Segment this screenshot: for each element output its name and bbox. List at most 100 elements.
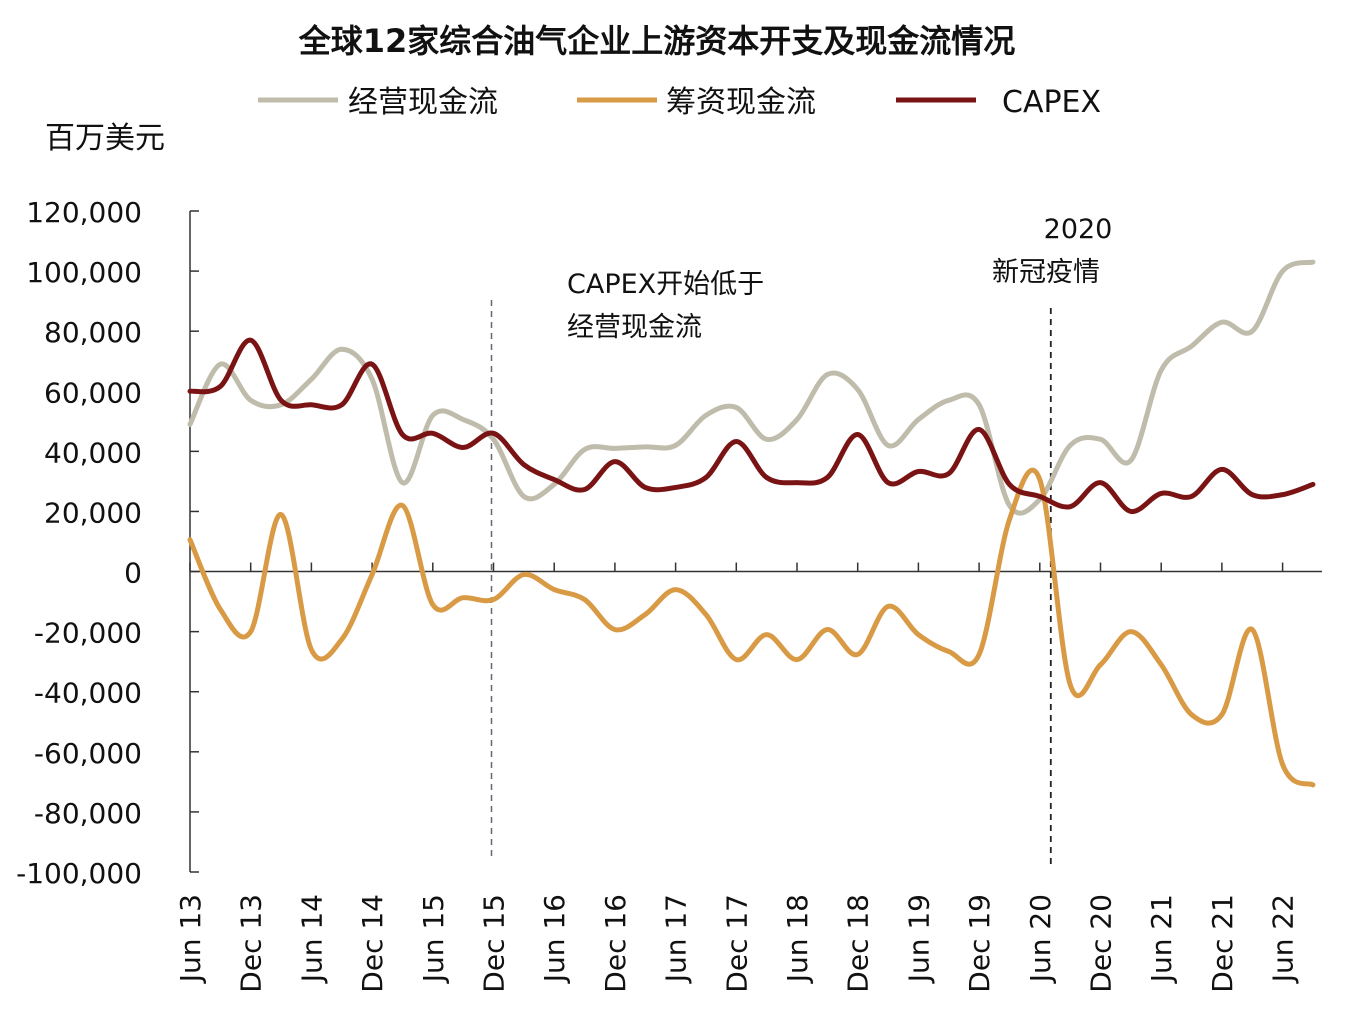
- data-point: [492, 597, 495, 601]
- x-tick-label: Jun 14: [295, 894, 328, 984]
- data-point: [825, 372, 829, 376]
- data-point: [370, 573, 374, 577]
- data-point: [674, 485, 678, 489]
- data-point: [188, 389, 192, 393]
- data-point: [1007, 503, 1011, 507]
- data-point: [218, 362, 222, 366]
- x-tick-label: Dec 18: [842, 894, 875, 993]
- data-point: [400, 481, 404, 485]
- data-point: [886, 604, 890, 608]
- data-point: [1281, 269, 1285, 273]
- data-point: [734, 439, 738, 443]
- y-tick-label: 100,000: [26, 256, 142, 289]
- data-point: [1007, 518, 1011, 522]
- data-point: [795, 658, 799, 662]
- data-point: [613, 628, 617, 632]
- data-point: [704, 613, 708, 617]
- x-tick-label: Dec 21: [1206, 894, 1239, 993]
- data-point: [1281, 762, 1285, 766]
- data-point: [188, 538, 192, 542]
- y-tick-label: -20,000: [34, 617, 142, 650]
- data-point: [492, 431, 495, 435]
- data-point: [400, 433, 404, 437]
- data-point: [552, 588, 556, 592]
- data-point: [309, 648, 313, 652]
- data-point: [1281, 493, 1285, 497]
- data-point: [492, 437, 495, 441]
- data-point: [643, 445, 647, 449]
- annotation-capex-line1: CAPEX开始低于: [567, 269, 764, 300]
- x-tick-label: Jun 22: [1267, 894, 1300, 984]
- y-tick-label: -80,000: [34, 797, 142, 830]
- legend-label: CAPEX: [1002, 85, 1101, 120]
- data-point: [947, 398, 951, 402]
- data-point: [734, 405, 738, 409]
- x-tick-label: Dec 17: [720, 894, 753, 993]
- data-point: [522, 494, 526, 498]
- data-point: [249, 398, 253, 402]
- data-point: [583, 488, 587, 492]
- data-point: [886, 481, 890, 485]
- data-point: [1038, 494, 1042, 498]
- legend-label: 筹资现金流: [666, 85, 816, 120]
- data-point: [613, 460, 617, 464]
- data-point: [309, 377, 313, 381]
- data-point: [1038, 478, 1042, 482]
- data-point: [613, 446, 617, 450]
- data-point: [977, 427, 981, 431]
- data-point: [218, 607, 222, 611]
- data-point: [522, 463, 526, 467]
- y-tick-label: 40,000: [44, 436, 142, 469]
- data-point: [279, 398, 283, 402]
- y-tick-label: 0: [124, 557, 142, 590]
- data-point: [1099, 481, 1102, 485]
- data-point: [1099, 663, 1102, 667]
- x-tick-label: Dec 13: [235, 894, 268, 993]
- data-point: [734, 658, 738, 662]
- data-point: [1220, 467, 1224, 471]
- x-tick-label: Dec 16: [599, 894, 632, 993]
- data-point: [1190, 494, 1194, 498]
- data-point: [1250, 628, 1254, 632]
- y-tick-label: -60,000: [34, 737, 142, 770]
- data-point: [431, 413, 435, 417]
- x-tick-label: Jun 15: [417, 894, 450, 984]
- data-point: [765, 476, 769, 480]
- x-tick-label: Dec 19: [963, 894, 996, 993]
- data-point: [947, 649, 951, 653]
- data-point: [795, 418, 799, 422]
- data-point: [1129, 509, 1133, 513]
- data-point: [340, 637, 344, 641]
- data-point: [947, 472, 951, 476]
- data-point: [674, 588, 678, 592]
- annotation-covid-line1: 2020: [1044, 214, 1113, 245]
- data-point: [674, 443, 678, 447]
- data-point: [1068, 443, 1072, 447]
- data-point: [583, 597, 587, 601]
- data-point: [1129, 630, 1133, 634]
- x-tick-label: Jun 13: [174, 894, 207, 984]
- annotation-capex-line2: 经营现金流: [567, 312, 702, 343]
- y-tick-label: 80,000: [44, 316, 142, 349]
- data-point: [1311, 783, 1315, 787]
- data-point: [977, 652, 981, 656]
- x-tick-label: Jun 21: [1145, 894, 1178, 984]
- legend: 经营现金流 筹资现金流 CAPEX: [258, 85, 1101, 120]
- data-point: [1190, 713, 1194, 717]
- data-point: [1311, 482, 1315, 486]
- annotation-covid-line2: 新冠疫情: [992, 257, 1100, 288]
- data-point: [461, 418, 465, 422]
- data-point: [1129, 458, 1133, 462]
- data-point: [886, 443, 890, 447]
- data-point: [1068, 683, 1072, 687]
- data-point: [916, 469, 920, 473]
- data-point: [1220, 713, 1224, 717]
- data-point: [340, 347, 344, 351]
- data-point: [583, 448, 587, 452]
- data-point: [400, 503, 404, 507]
- data-point: [552, 478, 556, 482]
- data-point: [825, 476, 829, 480]
- data-point: [825, 628, 829, 632]
- data-point: [765, 437, 769, 441]
